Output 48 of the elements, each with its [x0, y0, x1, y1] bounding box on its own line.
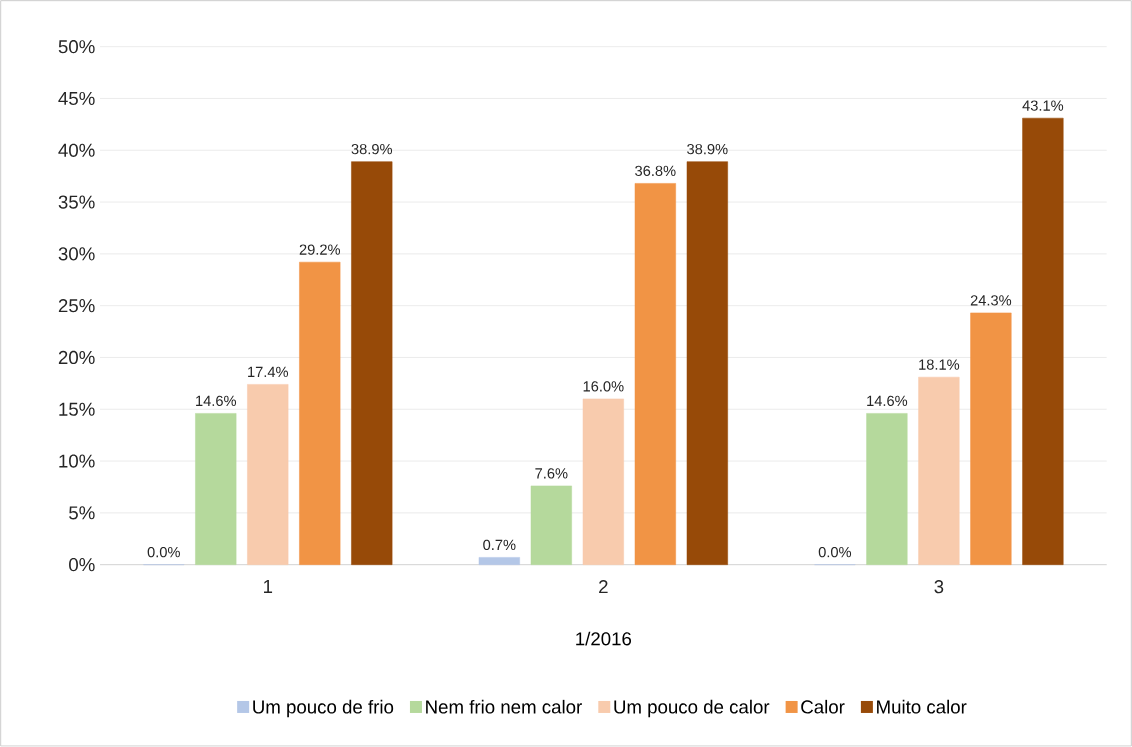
y-tick-label: 5% [69, 506, 95, 520]
legend-label: Muito calor [877, 700, 967, 714]
data-label: 14.6% [196, 395, 237, 407]
data-label: 17.4% [248, 366, 289, 378]
data-label: 16.0% [583, 381, 624, 392]
data-label: 14.6% [867, 395, 908, 407]
y-tick-label: 35% [58, 195, 95, 209]
data-label: 36.8% [635, 165, 676, 177]
y-tick-label: 10% [59, 454, 95, 468]
y-tick-label: 30% [58, 247, 95, 261]
data-label: 7.6% [535, 468, 568, 479]
y-tick-label: 0% [69, 558, 95, 572]
data-label: 38.9% [351, 144, 393, 155]
x-axis-title: 1/2016 [576, 631, 632, 646]
y-tick-label: 25% [58, 299, 95, 313]
data-label: 0.0% [818, 547, 852, 558]
bar [247, 384, 289, 566]
data-label: 0.7% [483, 539, 516, 551]
y-tick-label: 20% [58, 351, 95, 365]
bar [970, 312, 1012, 566]
data-label: 38.9% [687, 144, 728, 155]
data-label: 29.2% [299, 244, 341, 255]
data-label: 0.0% [147, 547, 180, 558]
legend-label: Um pouco de calor [614, 700, 770, 718]
legend-label: Calor [801, 700, 845, 714]
bar [866, 413, 908, 566]
x-tick-label: 2 [599, 580, 608, 594]
bar [582, 398, 624, 566]
bar [351, 161, 393, 566]
y-tick-label: 45% [58, 92, 95, 106]
bar [634, 183, 676, 566]
data-label: 24.3% [970, 295, 1012, 306]
bar [686, 161, 728, 566]
data-label: 18.1% [919, 359, 960, 370]
bar [299, 262, 341, 566]
bar [918, 377, 960, 566]
y-tick-label: 15% [59, 402, 95, 417]
bar [478, 557, 520, 566]
data-label: 43.1% [1022, 100, 1064, 111]
legend-label: Nem frio nem calor [426, 700, 582, 714]
x-tick-label: 3 [934, 580, 944, 594]
bar [1022, 118, 1064, 566]
x-tick-label: 1 [264, 580, 273, 594]
legend-label: Um pouco de frio [253, 700, 394, 718]
bar [530, 485, 572, 566]
bar [195, 413, 237, 566]
y-tick-label: 40% [58, 143, 95, 158]
y-tick-label: 50% [58, 40, 95, 54]
